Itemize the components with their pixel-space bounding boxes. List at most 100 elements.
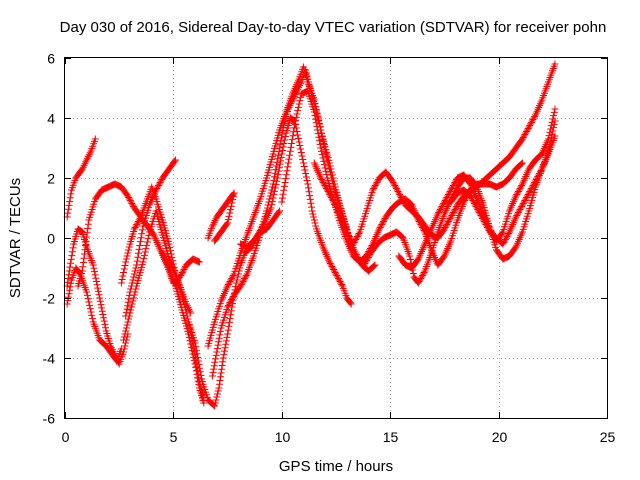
data-point-marker	[535, 171, 543, 179]
data-point-marker	[438, 203, 446, 210]
data-point-marker	[86, 305, 94, 313]
data-point-marker	[211, 217, 219, 225]
data-point-marker	[321, 164, 329, 172]
data-point-marker	[127, 303, 135, 311]
data-point-marker	[263, 204, 271, 212]
data-point-marker	[533, 174, 541, 182]
data-point-marker	[527, 186, 535, 194]
data-point-marker	[369, 186, 377, 194]
data-point-marker	[321, 182, 329, 189]
data-point-marker	[317, 174, 325, 182]
data-point-marker	[120, 333, 128, 341]
data-point-marker	[514, 210, 522, 218]
data-point-marker	[299, 159, 307, 167]
data-point-marker	[500, 239, 508, 246]
data-point-marker	[219, 358, 227, 366]
data-point-marker	[505, 230, 513, 237]
data-point-marker	[475, 207, 483, 215]
series-trace-17	[447, 117, 559, 248]
data-point-marker	[526, 188, 534, 195]
data-point-marker	[524, 125, 532, 132]
data-point-marker	[288, 140, 296, 147]
data-point-marker	[79, 263, 87, 271]
data-point-marker	[77, 227, 85, 235]
data-point-marker	[69, 244, 77, 252]
data-point-marker	[516, 185, 524, 192]
data-point-marker	[292, 117, 300, 125]
data-point-marker	[209, 220, 217, 228]
data-point-marker	[197, 371, 205, 379]
data-point-marker	[134, 218, 142, 225]
data-point-marker	[126, 309, 134, 317]
data-point-marker	[144, 235, 152, 243]
data-point-marker	[194, 357, 202, 365]
data-point-marker	[134, 253, 142, 261]
data-point-marker	[444, 192, 452, 200]
data-point-marker	[100, 314, 108, 322]
data-point-marker	[127, 306, 135, 314]
data-point-marker	[272, 166, 280, 174]
data-point-marker	[211, 399, 219, 407]
data-point-marker	[136, 242, 144, 249]
data-point-marker	[363, 257, 371, 264]
data-point-marker	[523, 126, 531, 134]
data-point-marker	[528, 183, 536, 191]
data-point-marker	[380, 216, 388, 224]
data-point-marker	[332, 270, 340, 278]
data-point-marker	[451, 206, 459, 213]
data-point-marker	[523, 194, 531, 201]
data-point-marker	[127, 198, 135, 206]
data-point-marker	[337, 279, 345, 287]
data-point-marker	[441, 197, 449, 204]
data-point-marker	[514, 189, 522, 197]
data-point-marker	[171, 157, 179, 165]
data-point-marker	[180, 300, 188, 308]
data-point-marker	[186, 307, 194, 315]
data-point-marker	[120, 265, 128, 273]
data-point-marker	[102, 324, 110, 332]
data-point-marker	[101, 320, 109, 328]
data-point-marker	[320, 139, 328, 147]
data-point-marker	[82, 242, 90, 249]
data-point-marker	[90, 264, 98, 272]
data-point-marker	[472, 203, 480, 210]
data-point-marker	[220, 351, 228, 359]
data-point-marker	[304, 184, 312, 192]
data-point-marker	[517, 204, 525, 212]
data-point-marker	[363, 255, 371, 263]
data-point-marker	[195, 258, 203, 266]
data-point-marker	[224, 303, 232, 311]
data-point-marker	[417, 275, 425, 282]
data-point-marker	[449, 183, 457, 191]
data-point-marker	[442, 222, 450, 230]
data-point-marker	[84, 225, 92, 232]
data-point-marker	[482, 221, 490, 228]
data-point-marker	[155, 180, 163, 188]
data-point-marker	[396, 191, 404, 198]
data-point-marker	[537, 167, 545, 174]
data-point-marker	[290, 128, 298, 136]
y-tick-label: 0	[47, 231, 55, 247]
y-tick-label: 4	[47, 111, 55, 127]
data-point-marker	[276, 144, 284, 152]
data-point-marker	[222, 340, 230, 348]
data-point-marker	[278, 194, 286, 202]
data-point-marker	[215, 334, 223, 342]
data-point-marker	[265, 198, 273, 206]
data-point-marker	[138, 226, 146, 234]
data-point-marker	[121, 342, 129, 350]
data-point-marker	[371, 261, 379, 269]
data-point-marker	[66, 198, 74, 206]
series-trace-14	[310, 60, 559, 248]
data-point-marker	[213, 390, 221, 398]
data-point-marker	[314, 130, 322, 138]
data-point-marker	[85, 298, 93, 306]
data-point-marker	[226, 278, 234, 285]
data-point-marker	[392, 183, 400, 191]
data-point-marker	[525, 123, 533, 131]
data-point-marker	[322, 149, 330, 157]
data-point-marker	[122, 255, 130, 263]
data-point-marker	[320, 157, 328, 165]
data-point-marker	[393, 186, 401, 194]
data-point-marker	[353, 233, 361, 240]
